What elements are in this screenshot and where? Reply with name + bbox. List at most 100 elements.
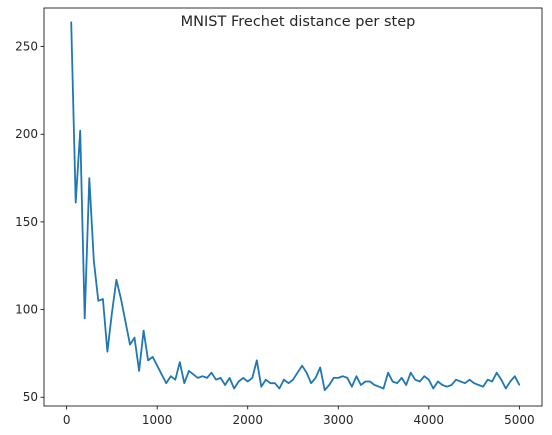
x-tick-label: 0 <box>63 413 71 427</box>
data-point <box>210 372 213 374</box>
axes-frame <box>43 7 543 407</box>
data-point <box>419 380 421 383</box>
data-point <box>265 379 267 381</box>
y-tick-label: 150 <box>15 215 38 229</box>
data-point <box>133 337 136 339</box>
data-point <box>446 386 448 388</box>
data-point <box>283 379 285 381</box>
data-point <box>233 387 235 390</box>
data-point <box>106 351 108 353</box>
data-point <box>328 384 330 386</box>
data-point <box>405 384 407 386</box>
data-point <box>115 279 117 281</box>
data-point <box>387 372 389 374</box>
data-point <box>152 356 154 358</box>
data-point <box>500 379 502 381</box>
data-point <box>170 375 172 377</box>
data-point <box>464 382 466 384</box>
data-point <box>269 382 271 384</box>
data-point <box>337 377 339 379</box>
data-point <box>156 365 158 367</box>
data-point <box>455 379 457 381</box>
data-point <box>179 361 181 363</box>
data-point <box>382 387 385 390</box>
data-point <box>102 298 104 300</box>
data-point <box>432 387 434 390</box>
data-point <box>392 380 394 383</box>
data-point <box>473 382 475 384</box>
data-point <box>120 298 122 300</box>
data-point <box>333 377 335 379</box>
data-point <box>315 377 317 379</box>
data-point <box>201 375 204 377</box>
data-point <box>274 382 276 384</box>
data-point <box>260 386 262 388</box>
data-point <box>342 375 344 377</box>
data-point <box>518 384 521 386</box>
y-tick-label: 50 <box>23 390 38 404</box>
data-point <box>161 373 163 375</box>
data-point <box>410 372 412 374</box>
data-point <box>124 321 127 323</box>
data-point <box>287 382 290 384</box>
y-axis: 50 100 150 200 250 <box>15 40 44 404</box>
data-point <box>197 377 199 379</box>
chart-title: MNIST Frechet distance per step <box>181 14 416 30</box>
data-point <box>278 387 280 390</box>
data-point <box>491 380 493 383</box>
data-point <box>373 384 376 386</box>
data-point <box>247 380 249 383</box>
data-point <box>138 370 140 372</box>
data-point <box>220 377 222 379</box>
x-tick-label: 4000 <box>414 413 445 427</box>
data-point <box>229 377 231 379</box>
data-point <box>396 382 398 384</box>
x-tick-label: 5000 <box>504 413 535 427</box>
data-point <box>414 379 416 381</box>
y-tick-label: 200 <box>15 127 38 141</box>
data-point <box>301 365 303 367</box>
data-point <box>378 386 380 388</box>
data-point <box>450 384 453 386</box>
data-point <box>292 379 294 381</box>
data-point <box>183 382 185 384</box>
data-point <box>306 372 308 374</box>
data-point <box>437 380 439 383</box>
data-point <box>206 377 208 379</box>
y-tick-label: 100 <box>15 303 38 317</box>
data-point <box>224 384 226 386</box>
data-point <box>256 359 258 361</box>
data-point <box>242 377 244 379</box>
data-point <box>129 344 131 346</box>
data-point <box>215 379 217 381</box>
data-point <box>346 377 348 379</box>
data-point <box>369 380 371 383</box>
data-point <box>75 202 77 204</box>
data-point <box>192 373 194 375</box>
data-point <box>310 382 312 384</box>
data-point <box>324 389 326 391</box>
data-point <box>88 177 90 179</box>
data-point <box>505 387 507 390</box>
data-point <box>147 359 149 361</box>
data-point <box>319 366 321 368</box>
data-point <box>351 386 353 388</box>
data-point <box>509 380 511 383</box>
data-point <box>364 380 366 383</box>
data-point <box>514 375 516 377</box>
data-point <box>79 130 81 132</box>
data-point <box>482 386 484 388</box>
data-point <box>143 330 145 332</box>
data-point <box>469 379 471 381</box>
data-point <box>459 380 462 383</box>
data-point <box>478 384 480 386</box>
x-axis: 0 1000 2000 3000 4000 5000 <box>63 406 535 427</box>
data-point <box>428 379 430 381</box>
data-point <box>360 384 362 386</box>
data-point <box>111 312 113 314</box>
data-point <box>188 370 190 372</box>
plot-area <box>70 21 521 392</box>
data-point <box>97 300 99 302</box>
data-point <box>401 377 403 379</box>
